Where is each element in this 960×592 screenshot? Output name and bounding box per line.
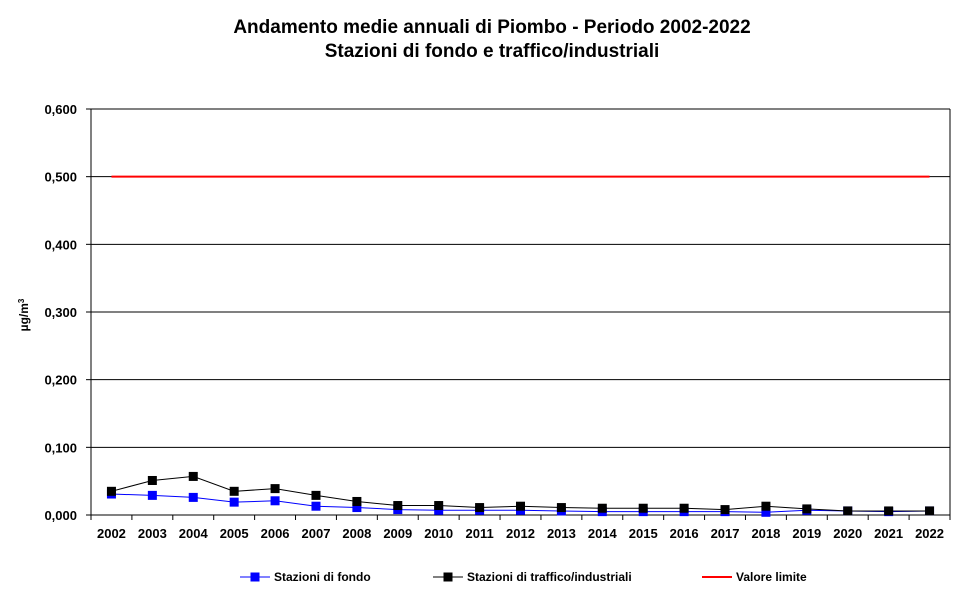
y-tick-labels: 0,000 0,100 0,200 0,300 0,400 0,500 0,600: [44, 102, 77, 523]
x-tick-label: 2006: [261, 526, 290, 541]
legend-label: Stazioni di traffico/industriali: [467, 570, 632, 584]
data-point: [229, 486, 239, 496]
data-point: [679, 503, 689, 513]
x-tick-label: 2019: [792, 526, 821, 541]
data-point: [843, 506, 853, 516]
x-tick-label: 2003: [138, 526, 167, 541]
x-tick-label: 2008: [342, 526, 371, 541]
x-tick-label: 2013: [547, 526, 576, 541]
grid: [91, 108, 950, 448]
data-point: [229, 497, 239, 507]
data-point: [720, 505, 730, 515]
y-axis-label-base: µg/m: [17, 303, 31, 331]
data-point: [106, 486, 116, 496]
data-point: [597, 503, 607, 513]
chart-title: Andamento medie annuali di Piombo - Peri…: [233, 17, 750, 38]
x-tick-label: 2005: [220, 526, 249, 541]
x-tick-label: 2004: [179, 526, 209, 541]
data-point: [761, 507, 771, 517]
y-tick-label: 0,500: [44, 170, 77, 185]
legend-label: Valore limite: [736, 570, 807, 584]
data-point: [188, 492, 198, 502]
x-tick-label: 2009: [383, 526, 412, 541]
chart-subtitle: Stazioni di fondo e traffico/industriali: [325, 41, 660, 62]
data-point: [761, 501, 771, 511]
x-tick-label: 2016: [670, 526, 699, 541]
data-point: [434, 501, 444, 511]
x-tick-label: 2002: [97, 526, 126, 541]
data-point: [475, 503, 485, 513]
y-tick-label: 0,400: [44, 237, 77, 252]
data-point: [884, 506, 894, 516]
x-tick-label: 2014: [588, 526, 618, 541]
data-point: [270, 496, 280, 506]
data-point: [638, 503, 648, 513]
x-tick-label: 2022: [915, 526, 944, 541]
x-tick-label: 2017: [711, 526, 740, 541]
x-tick-label: 2011: [465, 526, 493, 541]
x-tick-label: 2021: [874, 526, 903, 541]
data-point: [188, 471, 198, 481]
x-tick-label: 2010: [424, 526, 453, 541]
data-point: [556, 503, 566, 513]
x-tick-label: 2007: [302, 526, 331, 541]
data-point: [925, 506, 935, 516]
series-layer: [106, 175, 935, 517]
data-point: [147, 490, 157, 500]
y-tick-label: 0,100: [44, 440, 77, 455]
x-tick-label: 2015: [629, 526, 658, 541]
data-point: [393, 501, 403, 511]
legend-swatch-marker: [443, 572, 453, 582]
y-tick-label: 0,300: [44, 305, 77, 320]
y-tick-label: 0,200: [44, 373, 77, 388]
x-tick-label: 2018: [751, 526, 780, 541]
legend-label: Stazioni di fondo: [274, 570, 371, 584]
series-1: [106, 471, 935, 516]
legend-item: Stazioni di traffico/industriali: [433, 570, 632, 584]
y-axis-label: µg/m3: [17, 298, 32, 331]
data-point: [516, 501, 525, 511]
legend-item: Stazioni di fondo: [240, 570, 371, 584]
legend-item: Valore limite: [702, 570, 807, 584]
x-tick-label: 2020: [833, 526, 862, 541]
data-point: [147, 475, 157, 485]
x-tick-label: 2012: [506, 526, 535, 541]
data-point: [270, 484, 280, 494]
data-point: [311, 501, 321, 511]
data-point: [802, 504, 812, 514]
x-tick-labels: 2002 2003 2004 2005 2006 2007 2008 2009 2010 2011…: [97, 526, 944, 541]
y-tick-label: 0,600: [44, 102, 77, 117]
data-point: [434, 505, 444, 515]
data-point: [352, 503, 362, 513]
legend: Stazioni di fondo Stazioni di traffico/in…: [240, 570, 807, 584]
axes: [86, 108, 951, 520]
data-point: [311, 490, 321, 500]
legend-swatch-marker: [250, 572, 260, 582]
y-tick-label: 0,000: [44, 508, 77, 523]
y-axis-label-superscript: 3: [17, 298, 26, 303]
data-point: [352, 496, 362, 506]
